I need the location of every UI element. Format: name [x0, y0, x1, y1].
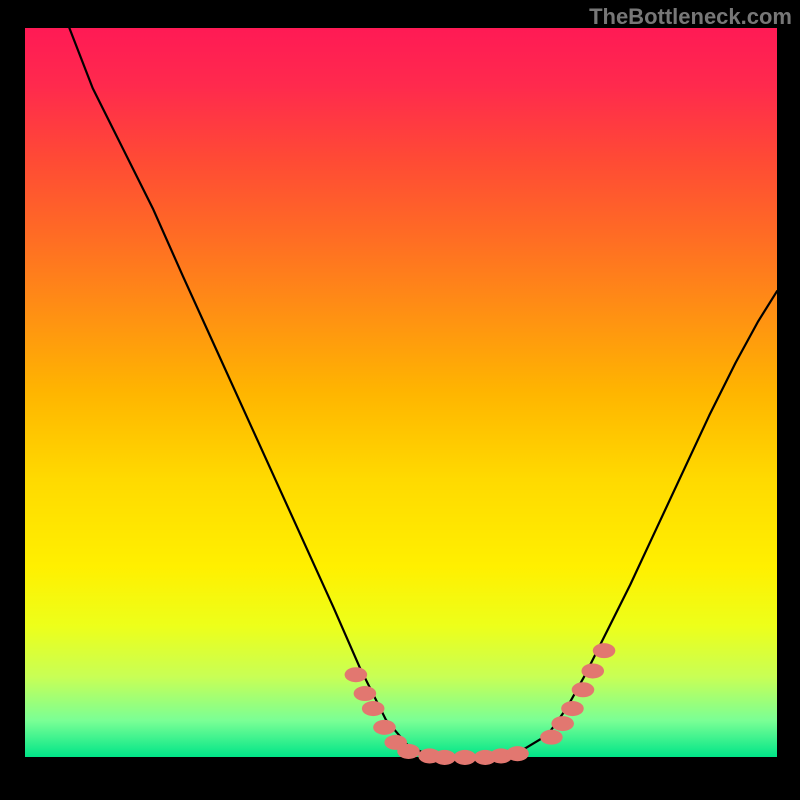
- marker-point: [433, 750, 456, 765]
- marker-point: [561, 701, 584, 716]
- marker-point: [373, 720, 396, 735]
- data-markers: [345, 643, 616, 765]
- chart-container: TheBottleneck.com: [0, 0, 800, 800]
- marker-point: [397, 744, 420, 759]
- marker-point: [506, 746, 529, 761]
- plot-area: [25, 28, 777, 780]
- marker-point: [540, 730, 563, 745]
- watermark-text: TheBottleneck.com: [589, 4, 792, 30]
- marker-point: [593, 643, 616, 658]
- marker-point: [354, 686, 377, 701]
- marker-point: [581, 663, 604, 678]
- marker-point: [362, 701, 385, 716]
- chart-overlay: [25, 28, 777, 780]
- marker-point: [551, 716, 574, 731]
- bottleneck-curve: [69, 28, 777, 757]
- marker-point: [345, 667, 368, 682]
- marker-point: [572, 682, 595, 697]
- marker-point: [454, 750, 477, 765]
